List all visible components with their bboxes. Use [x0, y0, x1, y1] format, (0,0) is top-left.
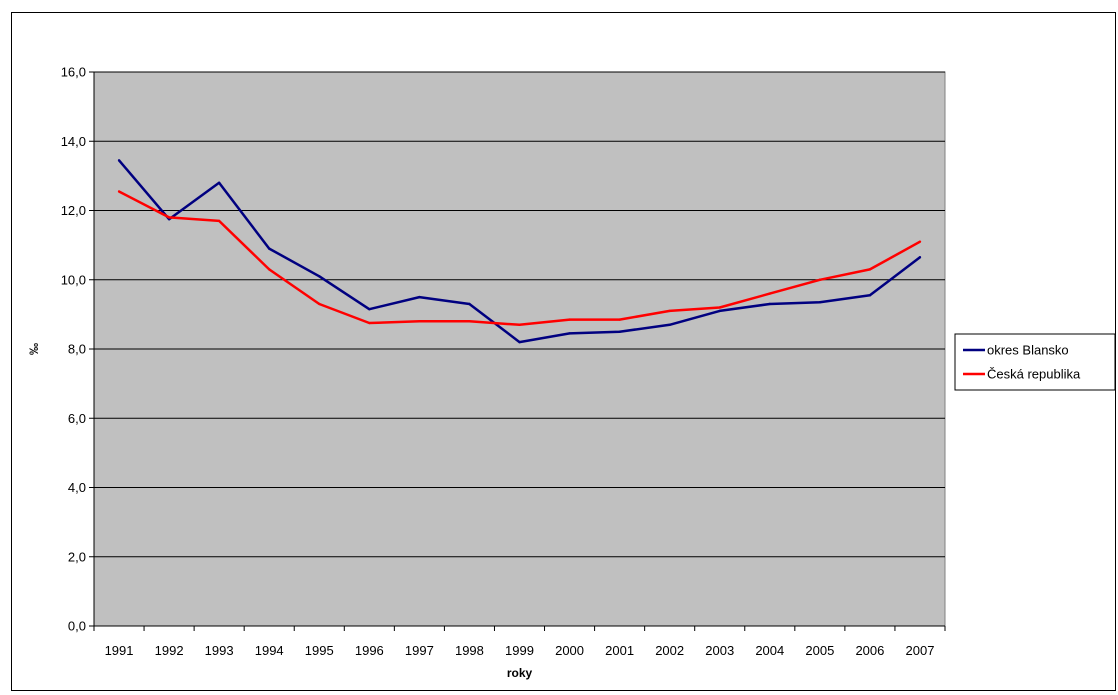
- data-point: [117, 159, 121, 162]
- data-point: [368, 307, 371, 311]
- x-tick-label: 1994: [255, 643, 284, 658]
- data-point: [768, 302, 771, 306]
- legend-box: [954, 333, 1116, 391]
- y-axis-ticks: 0,0 2,0 4,0 6,0 8,0 10,0 12,0 14,0 16,0: [61, 65, 94, 634]
- x-tick-label: 1991: [105, 643, 134, 658]
- y-tick-label: 4,0: [68, 480, 86, 495]
- data-point: [217, 181, 221, 184]
- x-tick-label: 2007: [906, 643, 935, 658]
- y-tick-label: 8,0: [68, 342, 86, 357]
- data-point: [167, 216, 171, 219]
- data-point: [818, 301, 822, 304]
- data-point: [418, 295, 421, 299]
- x-tick-label: 1995: [305, 643, 334, 658]
- data-point: [217, 219, 221, 223]
- series-lines: [117, 159, 922, 344]
- data-point: [918, 256, 922, 259]
- data-point: [668, 323, 671, 326]
- y-tick-label: 2,0: [68, 549, 86, 564]
- y-tick-label: 6,0: [68, 411, 86, 426]
- x-tick-label: 2001: [605, 643, 634, 658]
- legend-label: okres Blansko: [987, 343, 1069, 358]
- data-point: [918, 240, 922, 243]
- x-tick-label: 2005: [805, 643, 834, 658]
- x-tick-label: 2003: [705, 643, 734, 658]
- x-tick-label: 2006: [855, 643, 884, 658]
- x-tick-label: 1992: [155, 643, 184, 658]
- x-tick-label: 1993: [205, 643, 234, 658]
- data-point: [468, 302, 471, 306]
- legend: okres Blansko Česká republika: [954, 333, 1116, 391]
- y-tick-label: 10,0: [61, 272, 86, 287]
- data-point: [718, 306, 721, 309]
- data-point: [868, 294, 872, 297]
- x-tick-label: 2002: [655, 643, 684, 658]
- x-axis-title: roky: [507, 666, 533, 680]
- data-point: [568, 318, 571, 321]
- x-tick-label: 1999: [505, 643, 534, 658]
- y-tick-label: 14,0: [61, 134, 86, 149]
- data-point: [868, 268, 872, 271]
- data-point: [117, 190, 121, 193]
- x-tick-label: 2000: [555, 643, 584, 658]
- data-point: [418, 320, 421, 323]
- y-axis-title: ‰: [27, 343, 41, 355]
- data-point: [268, 247, 271, 250]
- data-point: [768, 292, 771, 295]
- data-point: [718, 309, 721, 313]
- data-point: [368, 321, 371, 325]
- x-axis-ticks: 1991 1992 1993 1994 1995 1996 1997 1998 1999 2000…: [93, 626, 946, 658]
- data-point: [818, 278, 822, 281]
- legend-label: Česká republika: [987, 367, 1081, 382]
- data-point: [518, 340, 521, 344]
- data-point: [318, 302, 321, 306]
- data-point: [268, 268, 271, 271]
- data-point: [618, 330, 621, 333]
- x-tick-label: 1997: [405, 643, 434, 658]
- gridlines: [94, 71, 945, 558]
- data-point: [518, 323, 521, 326]
- data-point: [618, 318, 621, 321]
- x-tick-label: 1996: [355, 643, 384, 658]
- data-point: [668, 309, 671, 313]
- y-tick-label: 16,0: [61, 65, 86, 80]
- x-tick-label: 2004: [755, 643, 784, 658]
- x-tick-label: 1998: [455, 643, 484, 658]
- data-point: [468, 320, 471, 323]
- y-tick-label: 12,0: [61, 203, 86, 218]
- y-tick-label: 0,0: [68, 619, 86, 634]
- data-point: [568, 332, 571, 335]
- data-point: [318, 275, 321, 278]
